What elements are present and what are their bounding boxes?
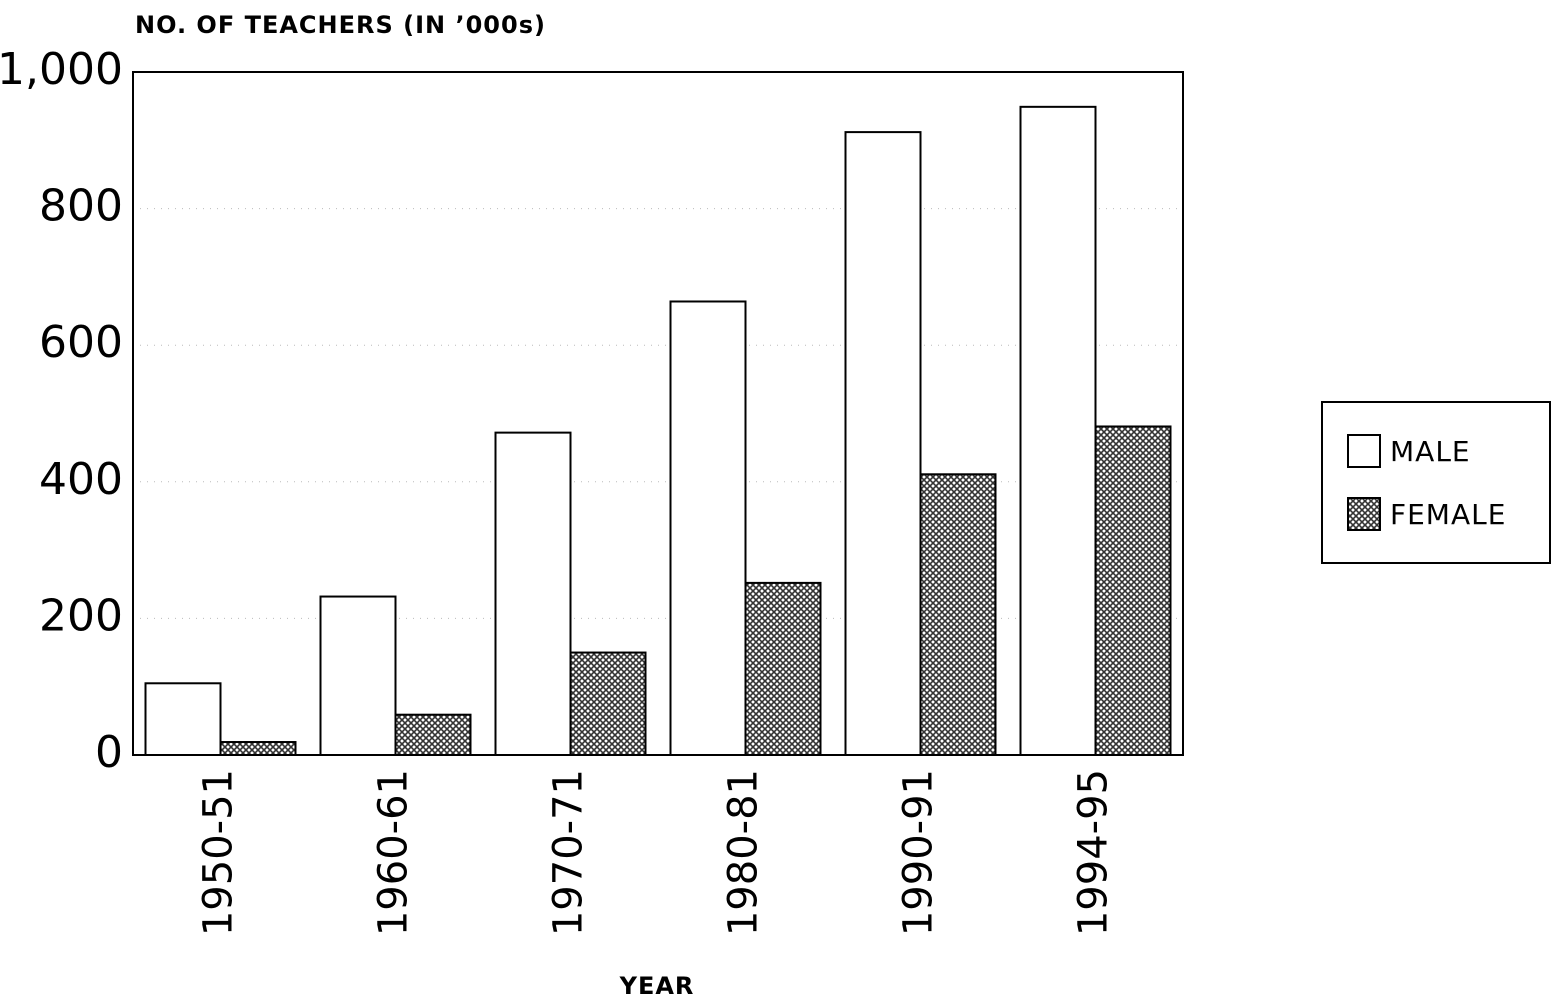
y-tick-label: 200 (39, 590, 123, 641)
bar (744, 581, 822, 756)
legend-swatch (1347, 497, 1381, 531)
bar (844, 131, 922, 756)
legend-label: FEMALE (1390, 498, 1506, 531)
y-tick-label: 600 (39, 317, 123, 368)
y-tick-label: 400 (39, 454, 123, 505)
y-axis-label: NO. OF TEACHERS (IN ’000s) (135, 11, 546, 39)
legend-box (1321, 401, 1551, 564)
x-tick-label: 1994-95 (1071, 769, 1117, 936)
x-axis-label: YEAR (619, 972, 695, 1000)
y-tick-label: 0 (95, 727, 123, 778)
bar (1019, 105, 1097, 756)
x-tick-label: 1950-51 (196, 769, 242, 936)
x-tick-label: 1990-91 (896, 769, 942, 936)
legend-swatch (1347, 434, 1381, 468)
x-tick-label: 1980-81 (721, 769, 767, 936)
bar (669, 300, 747, 756)
x-tick-label: 1970-71 (546, 769, 592, 936)
y-tick-label: 1,000 (0, 44, 123, 95)
bar (144, 682, 222, 756)
bar (1094, 425, 1172, 756)
bar (219, 741, 297, 757)
bar (319, 595, 397, 756)
bar (919, 473, 997, 756)
legend-label: MALE (1390, 435, 1471, 468)
plot-frame (132, 71, 1184, 756)
y-tick-label: 800 (39, 181, 123, 232)
bar (394, 713, 472, 757)
x-tick-label: 1960-61 (371, 769, 417, 936)
bar (494, 431, 572, 756)
bar (569, 651, 647, 756)
